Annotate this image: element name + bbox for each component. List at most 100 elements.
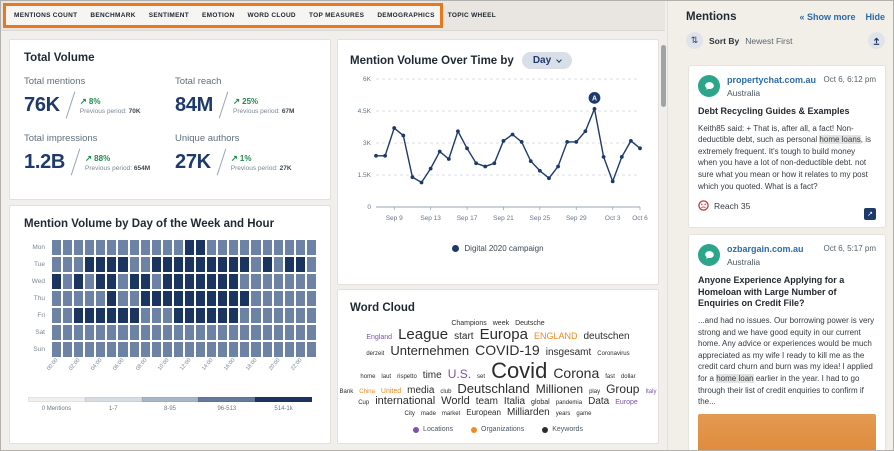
tab-top-measures[interactable]: TOP MEASURES [308, 12, 365, 19]
word-cloud-term[interactable]: World [441, 395, 470, 408]
word-cloud-term[interactable]: Bank [339, 388, 354, 395]
data-point[interactable] [537, 168, 542, 173]
word-cloud-term[interactable]: United [380, 387, 402, 395]
mention-title[interactable]: Anyone Experience Applying for a Homeloa… [698, 275, 845, 309]
open-mention-button[interactable]: ↗ [864, 208, 876, 220]
data-point[interactable] [528, 159, 533, 164]
word-cloud-term[interactable]: Coronavirus [597, 351, 630, 358]
interval-dropdown[interactable]: Day [521, 52, 573, 69]
word-cloud-term[interactable]: Covid [491, 357, 548, 383]
word-cloud-term[interactable]: Millionen [535, 381, 584, 396]
data-point[interactable] [419, 180, 424, 185]
sort-button[interactable]: ⇅ [686, 32, 703, 49]
data-point[interactable] [383, 153, 388, 158]
word-cloud-term[interactable]: home [360, 373, 376, 380]
word-cloud-term[interactable]: City [404, 410, 415, 417]
tab-topic-wheel[interactable]: TOPIC WHEEL [447, 12, 497, 19]
word-cloud-term[interactable]: fast [605, 373, 615, 380]
word-cloud-term[interactable]: Deutsche [515, 320, 545, 327]
data-point[interactable] [556, 164, 560, 169]
mention-source-link[interactable]: ozbargain.com.au [727, 244, 804, 254]
scrollbar-thumb[interactable] [661, 45, 666, 107]
tab-word-cloud[interactable]: WORD CLOUD [247, 12, 296, 19]
word-cloud-term[interactable]: team [475, 396, 498, 408]
data-point[interactable] [592, 106, 597, 111]
sort-value[interactable]: Newest First [745, 35, 793, 46]
line-chart[interactable]: 6K 4.5K 3K 1.5K 0 Sep 9 Sep 13 Sep 17 Sep 21 Sep … [350, 69, 649, 242]
data-point[interactable] [638, 146, 642, 151]
data-point[interactable] [437, 149, 442, 154]
word-cloud-term[interactable]: England [366, 334, 393, 342]
word-cloud-term[interactable]: dollar [620, 373, 636, 380]
word-cloud-term[interactable]: set [477, 373, 486, 380]
data-point[interactable] [601, 154, 606, 159]
data-point[interactable] [574, 140, 579, 144]
show-more-link[interactable]: « Show more [799, 12, 856, 22]
word-cloud-term[interactable]: international [375, 395, 436, 408]
mention-image-thumbnail[interactable] [698, 413, 876, 450]
word-cloud-term[interactable]: Data [588, 396, 610, 408]
data-point[interactable] [392, 126, 397, 130]
word-cloud-term[interactable]: China [359, 388, 375, 395]
tab-sentiment[interactable]: SENTIMENT [148, 12, 189, 19]
word-cloud-term[interactable]: rispetto [397, 373, 417, 380]
data-point[interactable] [583, 129, 588, 134]
word-cloud-term[interactable]: game [576, 410, 592, 417]
word-cloud-term[interactable]: Cup [358, 400, 370, 407]
word-cloud-term[interactable]: years [555, 410, 571, 417]
data-point[interactable] [401, 133, 406, 138]
scroll-top-button[interactable] [868, 32, 885, 49]
data-point[interactable] [610, 179, 615, 184]
word-cloud-term[interactable]: start [454, 331, 474, 343]
word-cloud-term[interactable]: Champions [451, 320, 487, 327]
data-point[interactable] [565, 140, 570, 144]
data-point[interactable] [628, 138, 633, 143]
word-cloud-term[interactable]: made [420, 410, 436, 417]
tab-benchmark[interactable]: BENCHMARK [90, 12, 136, 19]
word-cloud-term[interactable]: Italia [503, 396, 526, 408]
word-cloud-term[interactable]: Unternehmen [390, 343, 470, 359]
mention-title[interactable]: Debt Recycling Guides & Examples [698, 106, 850, 116]
word-cloud-term[interactable]: derzeit [366, 351, 385, 358]
word-cloud-term[interactable]: Deutschland [457, 380, 530, 396]
word-cloud-term[interactable]: global [531, 399, 550, 407]
data-point[interactable] [428, 166, 433, 171]
data-point[interactable] [456, 129, 460, 134]
word-cloud-term[interactable]: market [441, 410, 461, 417]
word-cloud-term[interactable]: European [466, 407, 501, 417]
tab-emotion[interactable]: EMOTION [202, 12, 235, 19]
word-cloud-term[interactable]: time [422, 369, 442, 381]
word-cloud-term[interactable]: Europe [615, 399, 638, 407]
word-cloud-term[interactable]: laut [381, 373, 392, 380]
word-cloud-term[interactable]: Milliarden [506, 406, 550, 418]
data-point[interactable] [483, 164, 488, 169]
word-cloud-term[interactable]: week [492, 320, 510, 327]
word-cloud-term[interactable]: club [440, 388, 452, 395]
data-point[interactable] [474, 161, 479, 166]
tab-demographics[interactable]: DEMOGRAPHICS [377, 12, 435, 19]
word-cloud-term[interactable]: Corona [553, 364, 600, 381]
data-point[interactable] [519, 140, 524, 144]
word-cloud-term[interactable]: ENGLAND [533, 331, 578, 342]
word-cloud-term[interactable]: Italy [645, 388, 657, 395]
word-cloud-term[interactable]: Europa [479, 326, 528, 344]
word-cloud-term[interactable]: Group [606, 381, 640, 396]
data-point[interactable] [547, 176, 551, 181]
data-point[interactable] [510, 132, 515, 137]
word-cloud-term[interactable]: media [407, 384, 435, 396]
tab-mentions-count[interactable]: MENTIONS COUNT [14, 12, 78, 19]
data-point[interactable] [619, 154, 624, 159]
word-cloud-term[interactable]: pandemia [555, 400, 583, 407]
data-point[interactable] [492, 161, 497, 166]
hide-link[interactable]: Hide [865, 12, 885, 22]
word-cloud-term[interactable]: insgesamt [545, 347, 592, 359]
word-cloud-term[interactable]: play [589, 388, 601, 395]
data-point[interactable] [501, 138, 506, 143]
data-point[interactable] [410, 175, 415, 180]
word-cloud-term[interactable]: U.S. [447, 366, 472, 381]
data-point[interactable] [446, 157, 451, 161]
word-cloud-term[interactable]: COVID-19 [475, 342, 540, 359]
mention-source-link[interactable]: propertychat.com.au [727, 75, 817, 85]
data-point[interactable] [465, 146, 469, 151]
data-point[interactable] [374, 153, 378, 158]
